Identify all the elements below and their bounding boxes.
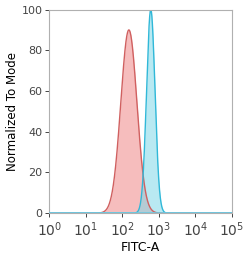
X-axis label: FITC-A: FITC-A — [121, 242, 160, 255]
Y-axis label: Normalized To Mode: Normalized To Mode — [6, 52, 18, 171]
